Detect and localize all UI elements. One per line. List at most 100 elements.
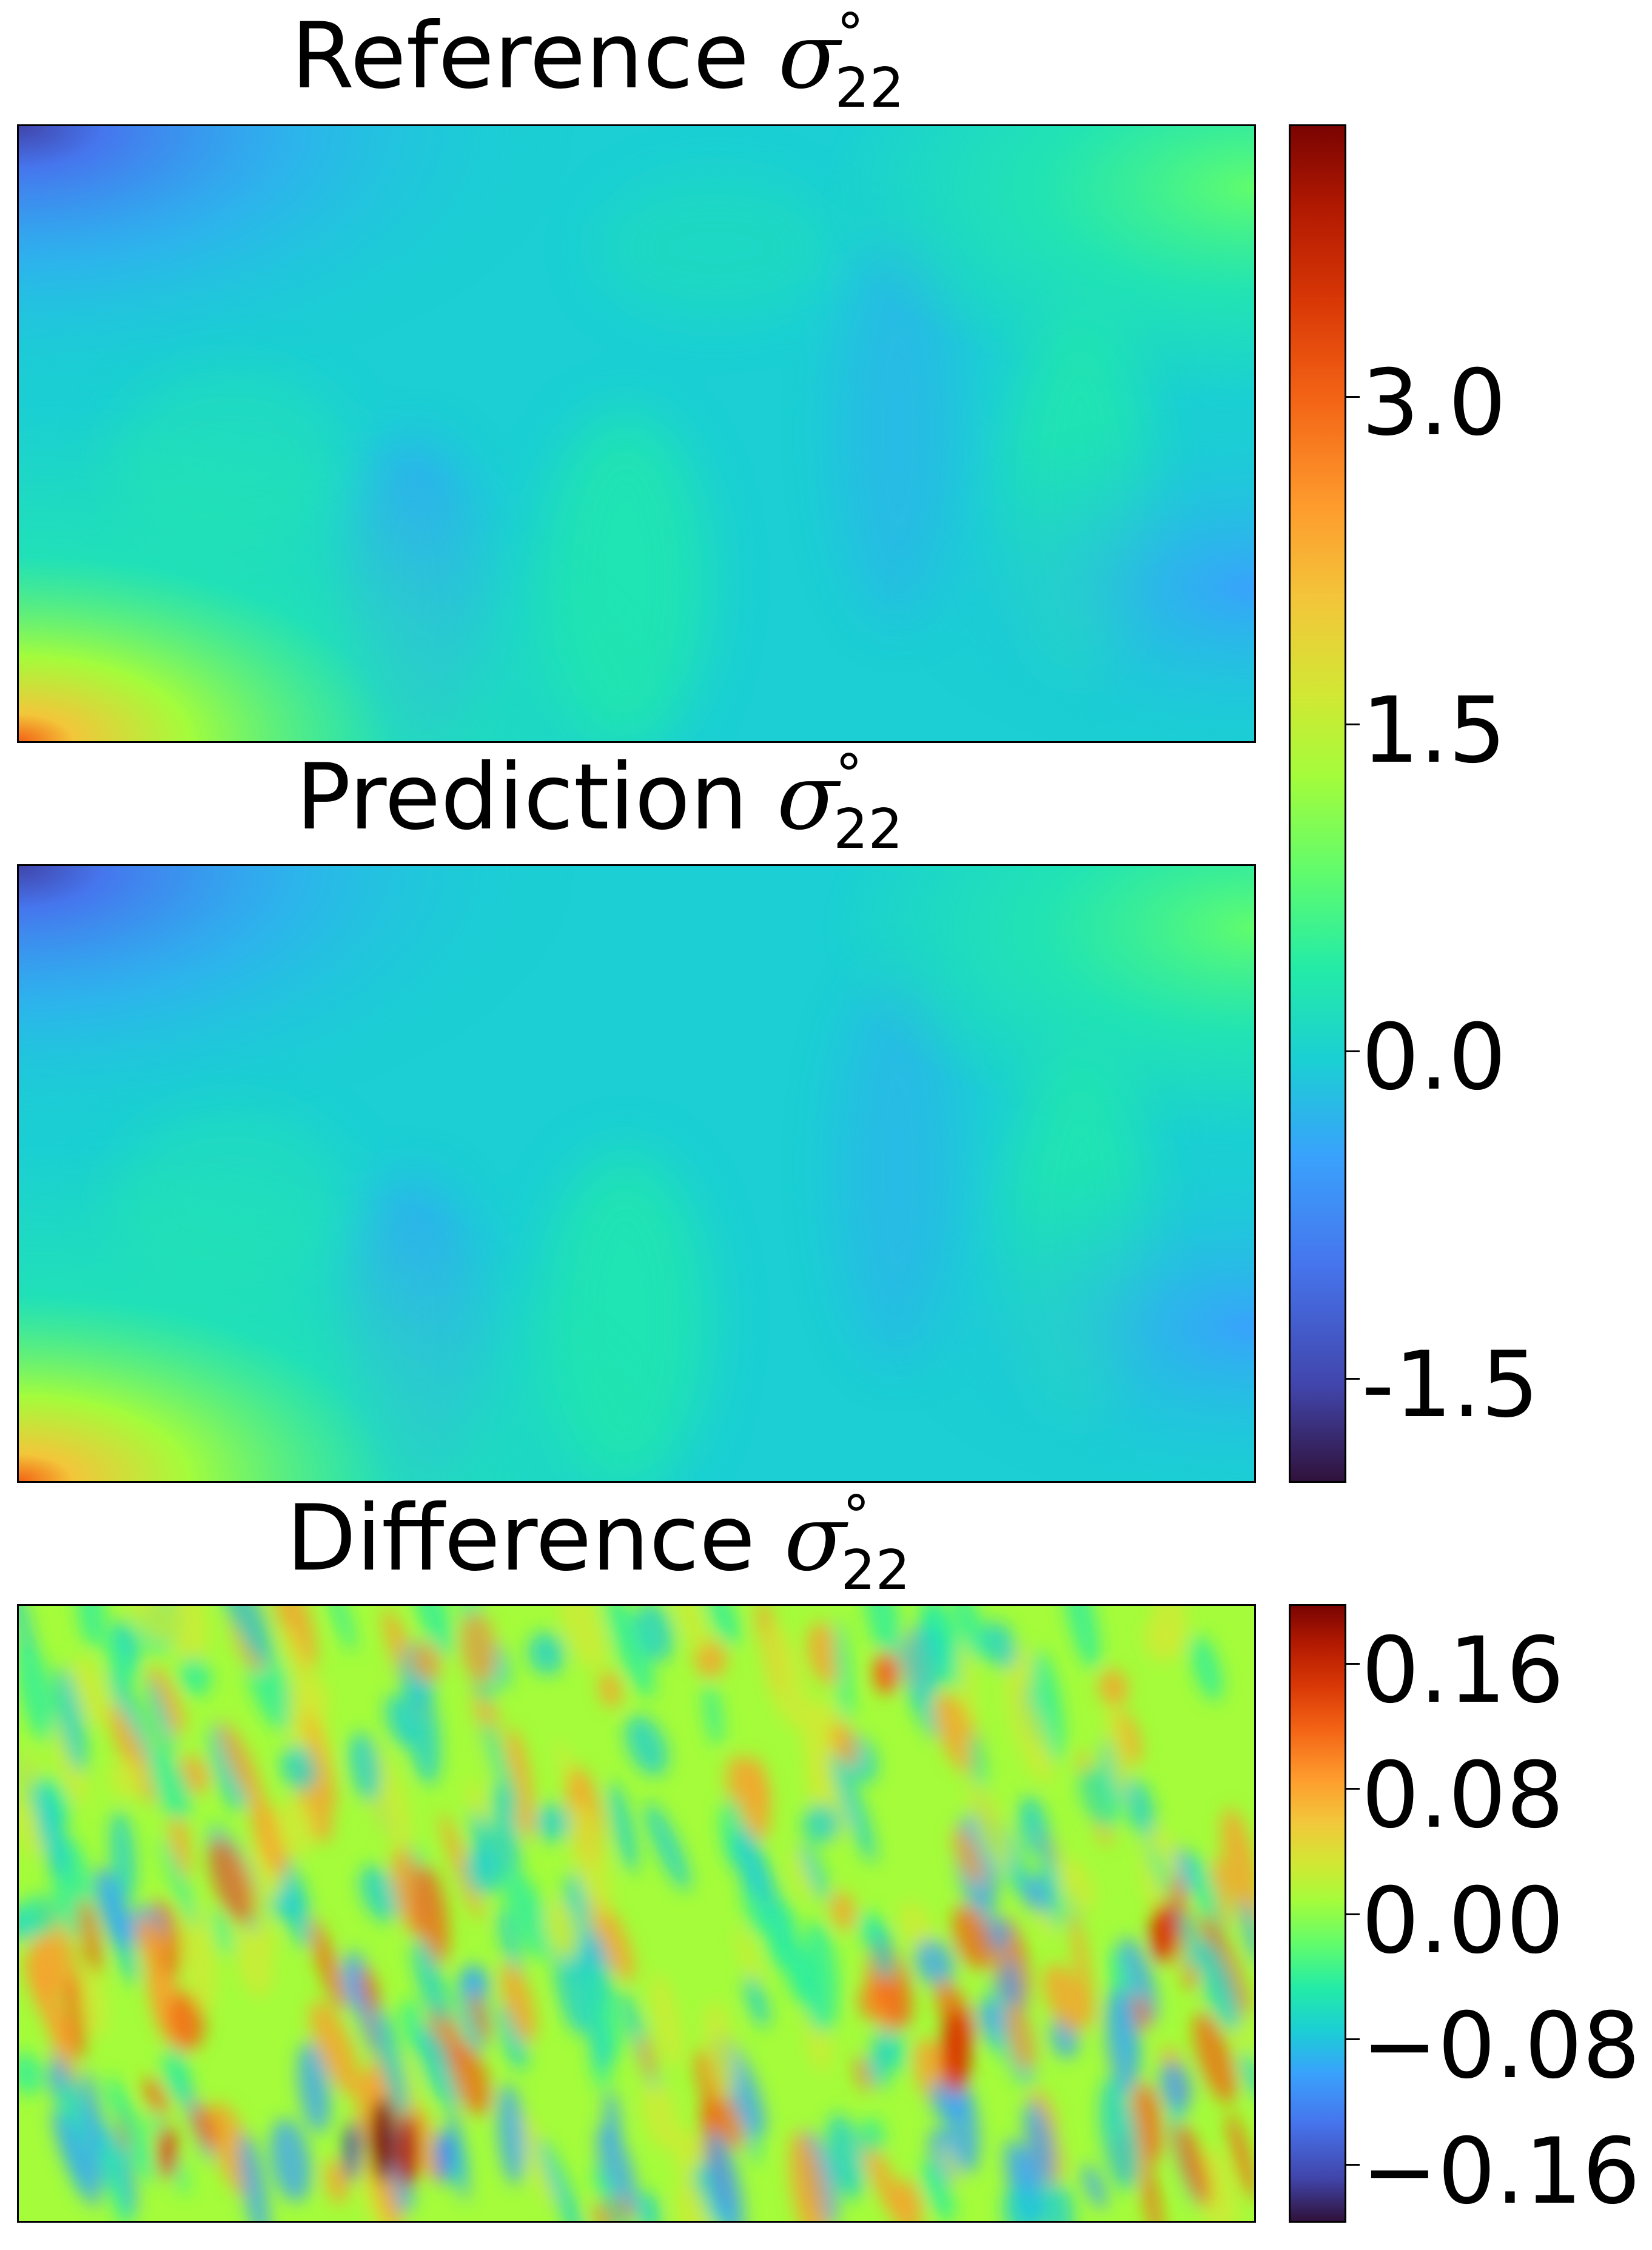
degree-superscript: ° xyxy=(836,2,864,65)
difference-blob xyxy=(537,2137,585,2221)
difference-blob xyxy=(126,1606,173,1645)
difference-field xyxy=(19,1606,1254,2221)
cbar2-tick-0.00 xyxy=(1346,1913,1360,1915)
cbar2-label--0.16: −0.16 xyxy=(1362,2119,1640,2225)
difference-peak xyxy=(941,2009,970,2094)
difference-blob xyxy=(545,1899,580,1961)
difference-blob xyxy=(497,2002,528,2070)
cbar1-tick-3.0 xyxy=(1346,396,1360,398)
subscript-22: 22 xyxy=(834,56,904,120)
difference-blob xyxy=(412,1606,453,1658)
difference-blob xyxy=(830,1751,876,1863)
difference-blob xyxy=(859,2118,885,2155)
difference-blob xyxy=(559,1606,607,1671)
difference-blob xyxy=(418,2026,460,2109)
difference-blob xyxy=(1039,2179,1075,2221)
difference-blob xyxy=(744,1975,770,2027)
difference-blob xyxy=(651,1972,682,2069)
difference-blob xyxy=(1190,1634,1223,1701)
difference-blob xyxy=(1031,1650,1064,1762)
difference-blob xyxy=(982,1620,1017,1670)
difference-blob xyxy=(72,1656,110,1726)
difference-blob xyxy=(1078,1767,1120,1830)
difference-peak xyxy=(396,2115,418,2188)
difference-blob xyxy=(830,1722,859,1766)
difference-blob xyxy=(469,1991,490,2044)
difference-blob xyxy=(466,1780,488,1824)
difference-blob xyxy=(1227,2112,1254,2202)
difference-blob xyxy=(645,1802,691,1891)
difference-blob xyxy=(634,2191,660,2221)
difference-blob xyxy=(1043,1963,1088,2033)
difference-blob xyxy=(503,1869,554,1961)
difference-blob xyxy=(993,2026,1012,2062)
difference-blob xyxy=(1082,2164,1107,2209)
difference-blob xyxy=(148,1666,185,1735)
cbar2-label--0.08: −0.08 xyxy=(1362,1993,1640,2099)
difference-blob xyxy=(501,1962,537,2043)
difference-blob xyxy=(871,1924,895,1981)
reference-heatmap xyxy=(17,124,1256,743)
difference-blob xyxy=(941,2144,960,2186)
cbar2-label-0.08: 0.08 xyxy=(1362,1743,1564,1849)
difference-blob xyxy=(463,1845,503,1896)
difference-blob xyxy=(959,1640,976,1728)
difference-blob xyxy=(280,1745,319,1791)
difference-blob xyxy=(385,1694,415,1748)
difference-blob xyxy=(35,1784,68,1879)
difference-blob xyxy=(748,1755,771,1813)
difference-blob xyxy=(209,1837,254,1924)
difference-blob xyxy=(278,1856,312,1949)
difference-blob xyxy=(635,1606,674,1662)
cbar2-tick--0.08 xyxy=(1346,2038,1360,2040)
difference-blob xyxy=(24,1953,72,2055)
difference-blob xyxy=(1197,1939,1241,2031)
difference-blob xyxy=(238,2132,269,2221)
difference-blob xyxy=(460,1964,489,2002)
difference-blob xyxy=(106,2075,157,2184)
difference-blob xyxy=(639,2034,656,2080)
difference-blob xyxy=(482,1717,519,1813)
difference-peak xyxy=(1150,1903,1180,1964)
difference-peak xyxy=(345,2121,360,2182)
difference-blob xyxy=(625,1715,668,1776)
difference-blob xyxy=(1023,2100,1056,2183)
cbar2-tick-0.08 xyxy=(1346,1788,1360,1790)
difference-blob xyxy=(327,1606,356,1651)
difference-blob xyxy=(116,1618,136,1664)
difference-blob xyxy=(604,2090,620,2150)
difference-blob xyxy=(360,1865,400,1922)
cbar1-label-3.0: 3.0 xyxy=(1362,351,1506,456)
difference-blob xyxy=(215,1606,272,1664)
difference-blob xyxy=(374,2007,409,2120)
difference-blob xyxy=(762,1624,807,1727)
difference-blob xyxy=(569,1803,611,1916)
reference-title: Reference σ°22 xyxy=(291,7,937,116)
difference-blob xyxy=(967,1779,1011,1870)
difference-blob xyxy=(98,2117,130,2221)
difference-peak xyxy=(874,1651,898,1694)
difference-blob xyxy=(1140,2155,1163,2221)
difference-blob xyxy=(953,1827,984,1886)
difference-blob xyxy=(107,1704,157,1804)
difference-blob xyxy=(1221,1807,1254,1923)
difference-blob xyxy=(1153,1606,1187,1656)
difference-blob xyxy=(82,2069,105,2157)
difference-blob xyxy=(146,1676,174,1755)
difference-blob xyxy=(54,1717,87,1805)
reference-field xyxy=(19,126,1254,741)
cbar2-label-0.00: 0.00 xyxy=(1362,1869,1564,1974)
difference-blob xyxy=(703,1682,723,1746)
difference-blob xyxy=(827,2114,865,2200)
difference-blob xyxy=(554,1944,588,2036)
cbar1-tick-1.5 xyxy=(1346,724,1360,725)
difference-blob xyxy=(1240,2052,1254,2099)
difference-blob xyxy=(297,2041,331,2134)
difference-blob xyxy=(411,1642,442,1683)
shared-colorbar-gradient xyxy=(1291,126,1345,1481)
difference-blob xyxy=(800,1841,829,1902)
difference-blob xyxy=(141,1921,167,2030)
difference-blob xyxy=(1038,1815,1061,1930)
reference-title-text: Reference xyxy=(291,4,750,109)
difference-blob xyxy=(78,1899,102,1976)
